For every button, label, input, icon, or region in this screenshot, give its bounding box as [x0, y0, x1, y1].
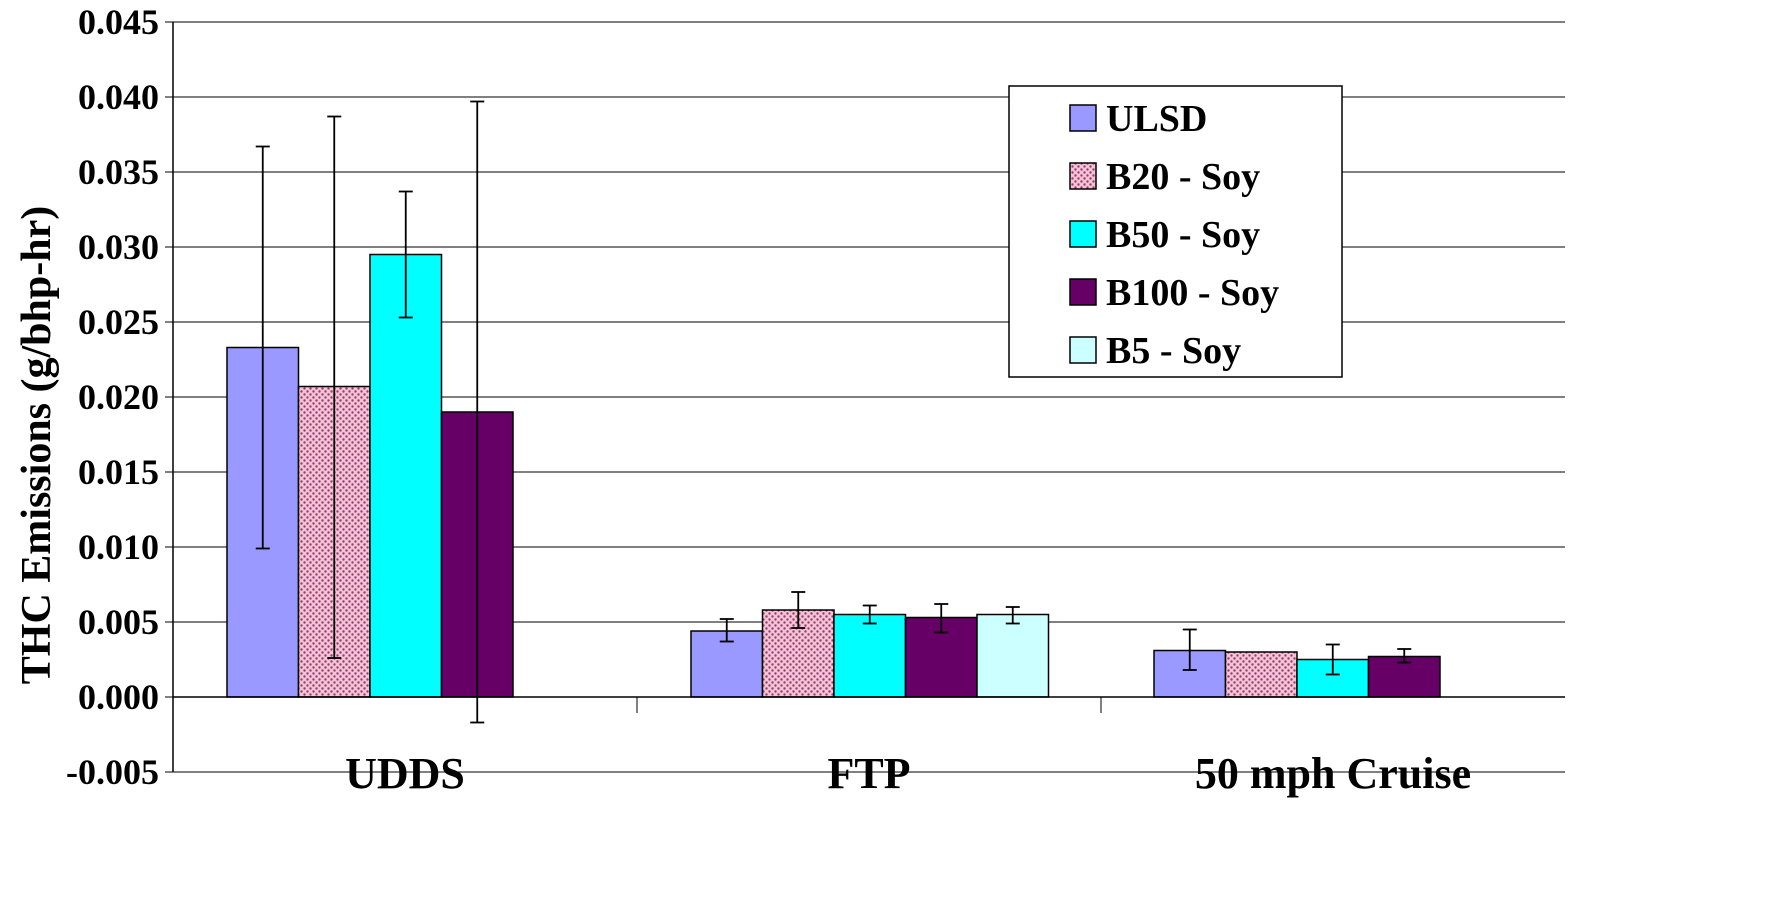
y-tick-label: 0.010 [78, 527, 159, 567]
legend-label: ULSD [1106, 98, 1207, 140]
y-tick-label: 0.020 [78, 377, 159, 417]
y-axis-title: THC Emissions (g/bhp-hr) [14, 206, 60, 684]
legend-swatch [1069, 104, 1097, 132]
x-category-label: UDDS [345, 749, 465, 798]
axes [172, 22, 1565, 772]
y-tick-label: 0.015 [78, 452, 159, 492]
error-bars [255, 100, 1412, 724]
legend-label: B5 - Soy [1106, 330, 1241, 372]
y-tick-label: 0.040 [78, 77, 159, 117]
legend-swatch [1069, 220, 1097, 248]
bar [833, 613, 907, 698]
legend-swatch [1069, 336, 1097, 364]
y-tick-label: 0.035 [78, 152, 159, 192]
x-axis-category-labels: UDDS FTP 50 mph Cruise [345, 749, 1471, 798]
y-tick-label: 0.000 [78, 677, 159, 717]
y-tick-label: -0.005 [66, 752, 159, 792]
y-tick-label: 0.045 [78, 2, 159, 42]
y-tick-label: 0.030 [78, 227, 159, 267]
bar [1224, 651, 1298, 698]
x-category-label: 50 mph Cruise [1195, 749, 1471, 798]
legend-swatch [1069, 162, 1097, 190]
legend-label: B50 - Soy [1106, 214, 1260, 256]
y-tick-label: 0.025 [78, 302, 159, 342]
legend-label: B20 - Soy [1106, 156, 1260, 198]
legend-box [1008, 85, 1343, 378]
bar [976, 613, 1050, 698]
bar [369, 253, 443, 698]
legend-label: B100 - Soy [1106, 272, 1279, 314]
y-axis-tick-labels: 0.045 0.040 0.035 0.030 0.025 0.020 0.015 0.010… [66, 2, 159, 792]
legend: ULSD B20 - Soy B50 - Soy B100 - Soy B5 - Soy [1008, 85, 1343, 378]
legend-swatch [1069, 278, 1097, 306]
y-tick-label: 0.005 [78, 602, 159, 642]
x-category-label: FTP [827, 749, 910, 798]
